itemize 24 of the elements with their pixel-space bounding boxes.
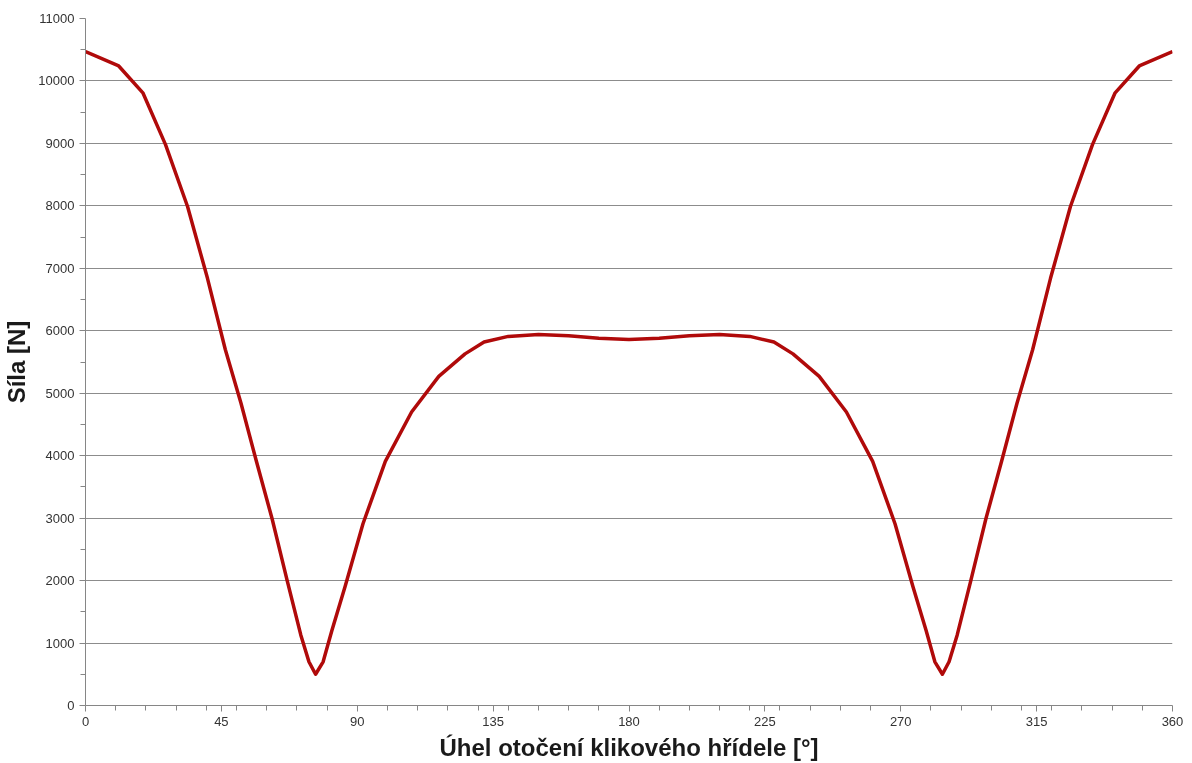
line-series	[85, 49, 1173, 677]
y-tick-label: 8000	[45, 198, 75, 214]
y-tick-label: 3000	[45, 510, 75, 526]
y-tick-label: 2000	[45, 573, 75, 589]
x-tick-label: 90	[350, 713, 365, 729]
y-tick-label: 7000	[45, 260, 75, 276]
y-tick-label: 0	[67, 698, 75, 713]
x-tick-label: 135	[482, 713, 504, 729]
y-tick-label: 9000	[45, 135, 75, 151]
y-tick-label: 1000	[45, 635, 75, 651]
x-tick-label: 225	[754, 713, 776, 729]
x-tick-label: 360	[1161, 713, 1184, 729]
y-tick-label: 6000	[45, 323, 75, 339]
x-tick-label: 270	[889, 713, 912, 729]
x-axis-title: Úhel otočení klikového hřídele [°]	[439, 733, 819, 761]
y-axis-title: Síla [N]	[3, 320, 31, 404]
y-tick-label: 11000	[39, 11, 75, 26]
y-tick-label: 4000	[45, 448, 75, 464]
y-tick-label: 10000	[38, 73, 75, 89]
x-tick-label: 45	[214, 713, 229, 729]
x-tick-label: 180	[618, 713, 640, 729]
x-tick-label: 315	[1025, 713, 1048, 729]
y-tick-label: 5000	[45, 385, 75, 401]
x-tick-label: 0	[81, 713, 90, 729]
